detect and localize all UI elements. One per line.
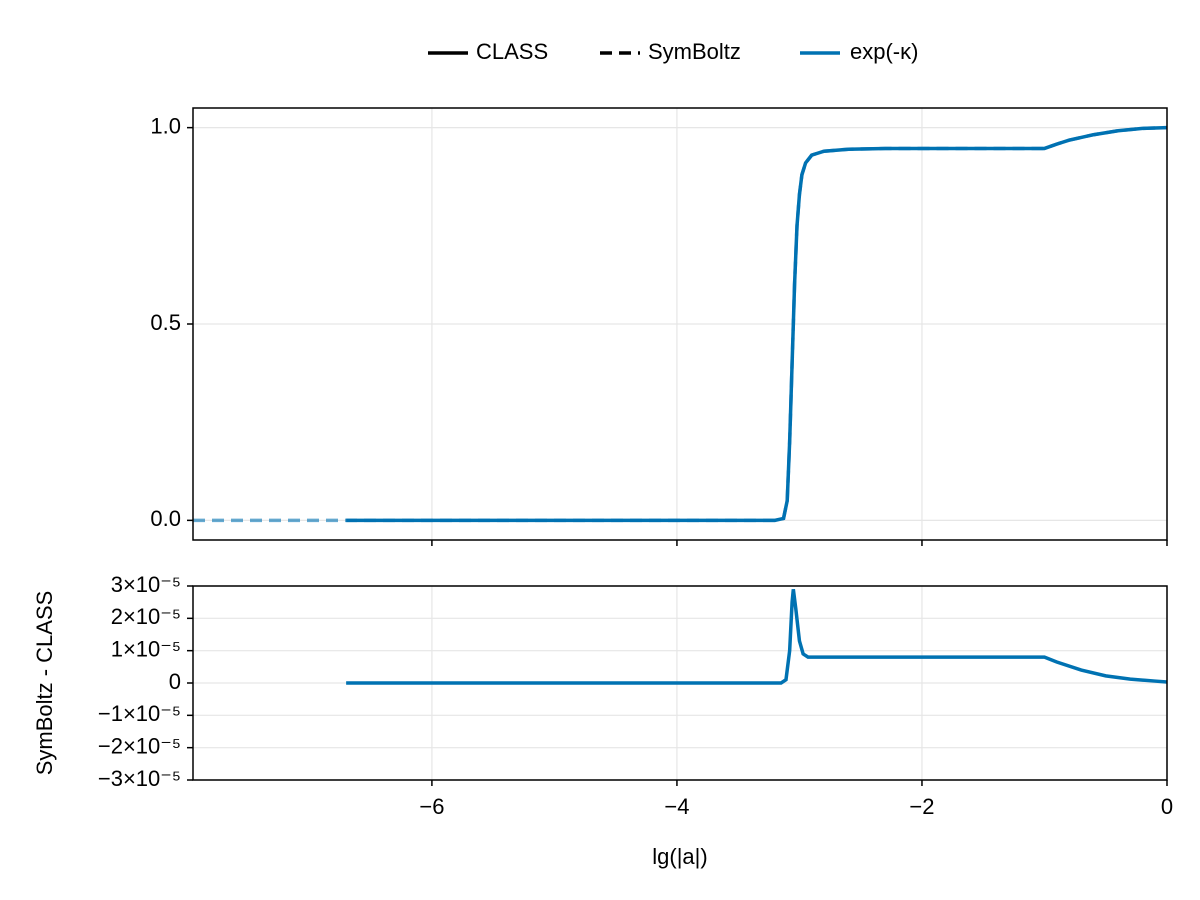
x-tick-label: 0 [1161, 794, 1173, 819]
y-tick-label: −2×10⁻⁵ [98, 733, 181, 758]
plot-frame [192, 585, 1168, 781]
y-tick-label: 0 [169, 669, 181, 694]
x-tick-label: −4 [664, 794, 689, 819]
plot-frame [192, 107, 1168, 541]
y-tick-label: −1×10⁻⁵ [98, 701, 181, 726]
y-axis-label: SymBoltz - CLASS [32, 591, 57, 776]
series-line [346, 589, 1167, 685]
y-tick-label: 3×10⁻⁵ [111, 572, 181, 597]
x-tick-label: −2 [909, 794, 934, 819]
y-tick-label: −3×10⁻⁵ [98, 766, 181, 791]
legend-label: exp(-κ) [850, 39, 918, 64]
y-tick-label: 1.0 [150, 113, 181, 138]
y-tick-label: 1×10⁻⁵ [111, 636, 181, 661]
y-tick-label: 2×10⁻⁵ [111, 604, 181, 629]
legend-label: SymBoltz [648, 39, 741, 64]
x-tick-label: −6 [419, 794, 444, 819]
y-tick-label: 0.0 [150, 506, 181, 531]
y-tick-label: 0.5 [150, 310, 181, 335]
x-axis-label: lg(|a|) [652, 844, 707, 869]
legend-label: CLASS [476, 39, 548, 64]
